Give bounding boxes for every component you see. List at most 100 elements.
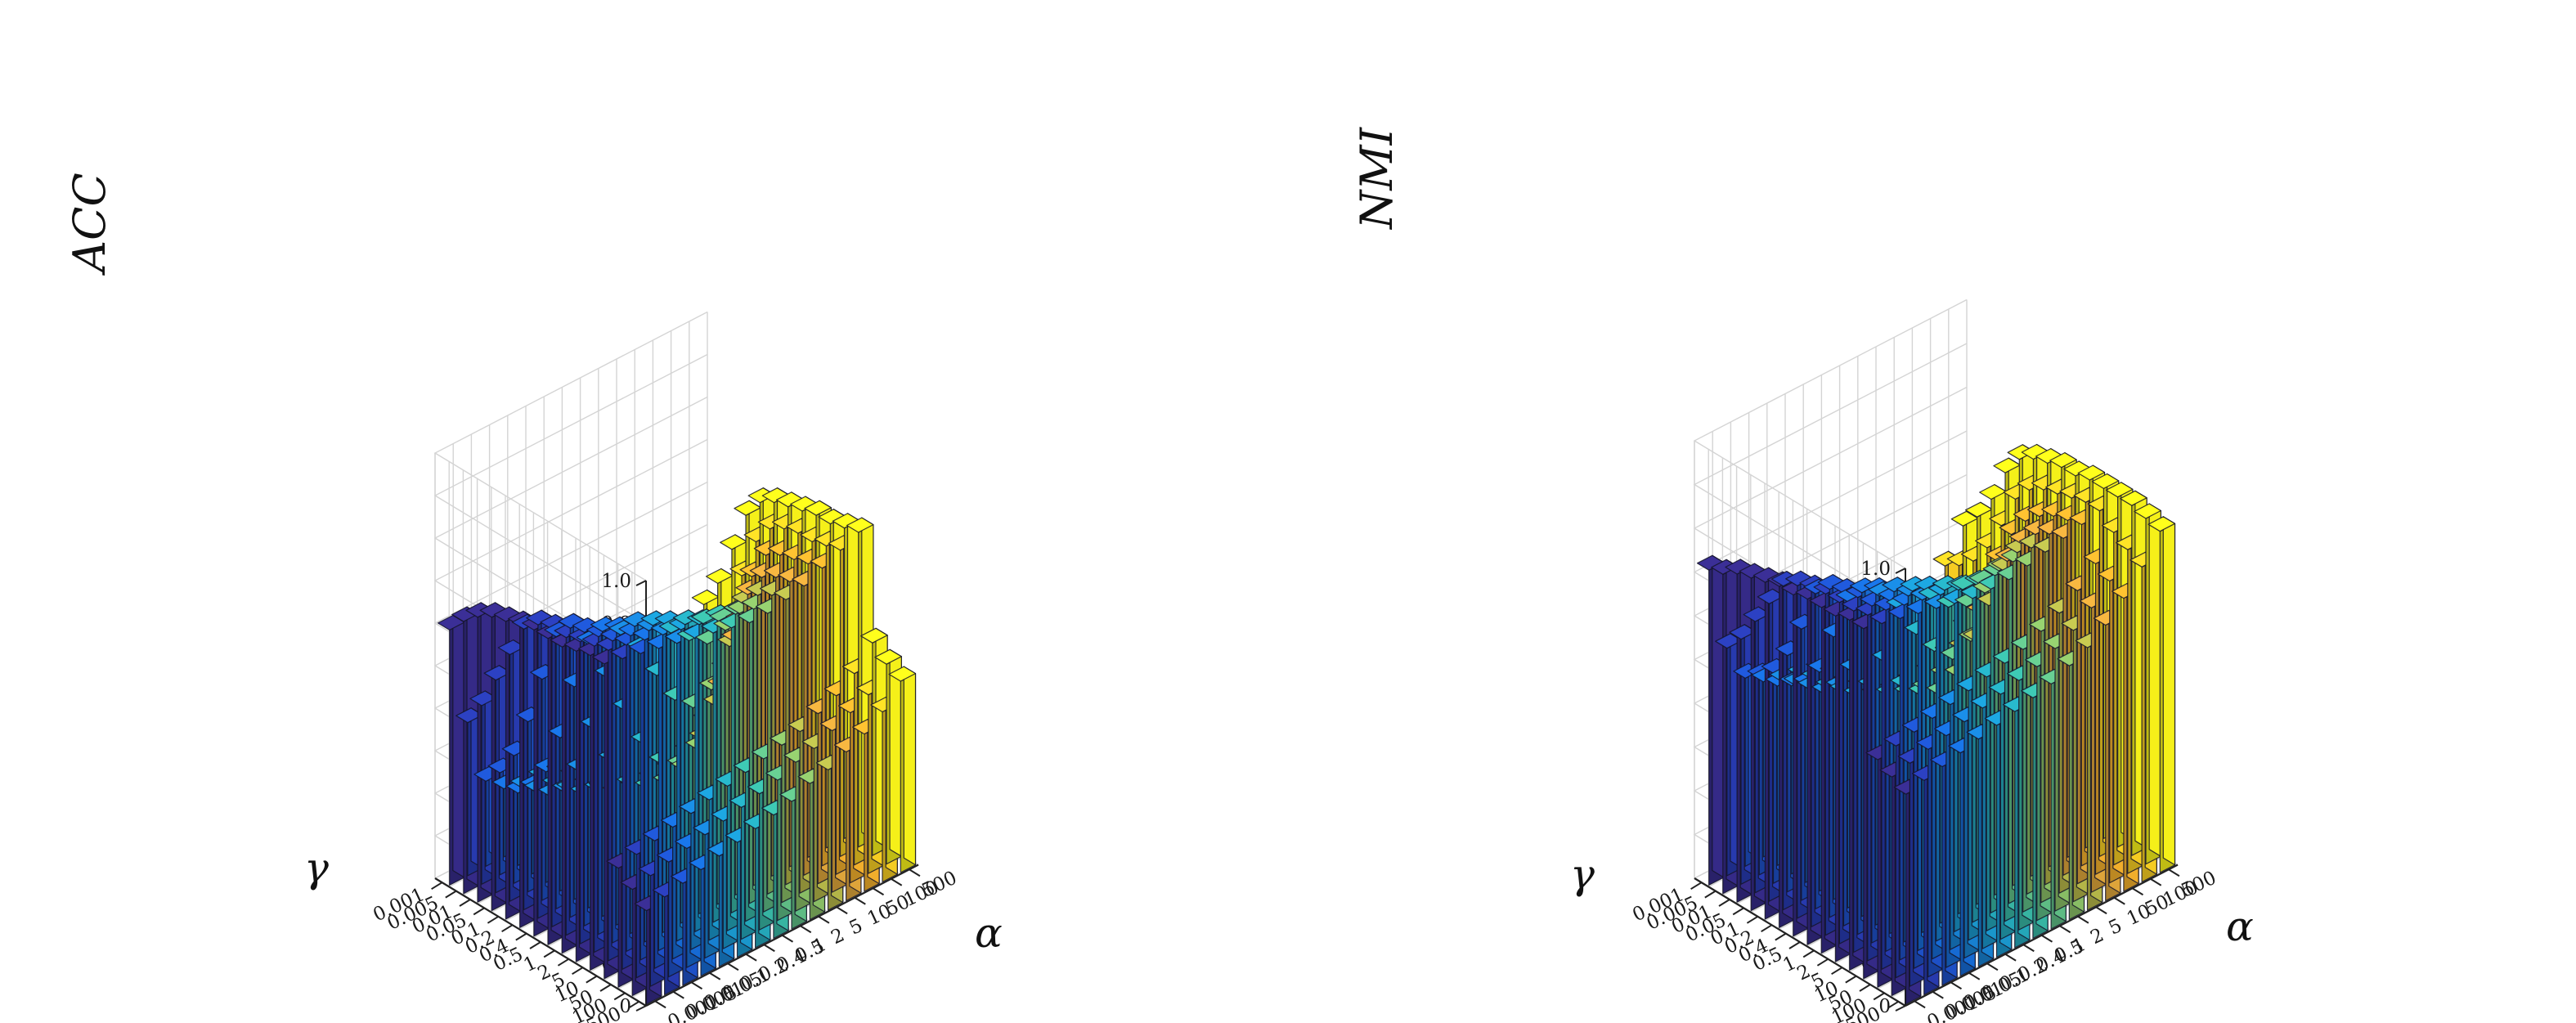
gamma-tick-mark xyxy=(1788,941,1801,949)
alpha-tick-mark xyxy=(2150,877,2162,886)
bar-500-0.005 xyxy=(2134,503,2161,865)
alpha-tick-mark xyxy=(872,887,885,896)
z-tick-label: 1.0 xyxy=(1860,559,1891,580)
z-tick-label: 0 xyxy=(1878,996,1891,1017)
bar-top-face xyxy=(691,589,720,606)
alpha-tick-mark xyxy=(2004,953,2017,962)
gamma-tick-mark xyxy=(613,992,626,1001)
alpha-tick-mark xyxy=(909,868,921,877)
gamma-tick-mark xyxy=(501,924,514,933)
bar-500-0.005 xyxy=(874,648,902,865)
alpha-tick-mark xyxy=(654,1000,666,1009)
gamma-tick-mark xyxy=(1816,958,1829,967)
gamma-tick-mark xyxy=(586,975,598,984)
z-axis-label: ACC xyxy=(64,173,115,276)
alpha-tick-mark xyxy=(763,944,775,953)
alpha-tick-mark xyxy=(1950,981,1963,990)
z-tick-mark xyxy=(635,580,647,586)
bar-top-face xyxy=(720,534,747,550)
alpha-tick-mark xyxy=(1914,1000,1926,1009)
gamma-tick-mark xyxy=(1887,1000,1899,1009)
bar-0.001-500 xyxy=(437,614,465,886)
alpha-tick-label: 5 xyxy=(846,915,866,940)
bar-side-face xyxy=(452,614,465,878)
gamma-tick-mark xyxy=(431,882,443,891)
alpha-tick-mark xyxy=(2168,868,2180,877)
alpha-tick-mark xyxy=(2113,896,2125,905)
gamma-tick-mark xyxy=(1732,907,1744,916)
bar-top-face xyxy=(874,648,902,665)
alpha-tick-mark xyxy=(854,896,866,905)
gamma-tick-mark xyxy=(1802,949,1815,958)
bar-top-face xyxy=(1993,457,2021,473)
alpha-tick-mark xyxy=(2040,934,2053,943)
gamma-tick-mark xyxy=(1690,882,1703,891)
gamma-tick-mark xyxy=(557,958,569,967)
alpha-tick-mark xyxy=(781,934,794,943)
alpha-tick-mark xyxy=(2022,944,2035,953)
bar-top-face xyxy=(2134,503,2161,519)
bar-top-face xyxy=(888,666,917,682)
alpha-tick-mark xyxy=(2131,887,2144,896)
alpha-tick-mark xyxy=(800,925,812,934)
alpha-tick-mark xyxy=(836,906,848,915)
z-tick-mark xyxy=(635,1005,647,1012)
gamma-tick-mark xyxy=(1859,984,1871,992)
alpha-tick-label: 5 xyxy=(2106,915,2125,940)
bar-top-face xyxy=(2049,451,2077,469)
bar-top-face xyxy=(734,500,761,516)
nmi-chart-panel: 00.10.20.30.40.50.60.70.80.91.00.0010.00… xyxy=(1351,126,2254,1023)
bar-top-face xyxy=(1950,510,1979,527)
gamma-tick-mark xyxy=(1761,924,1773,933)
gamma-tick-mark xyxy=(572,967,584,976)
alpha-tick-mark xyxy=(672,990,684,999)
bar-side-face xyxy=(1712,554,1725,878)
alpha-tick-mark xyxy=(745,953,757,962)
alpha-tick-mark xyxy=(727,962,739,971)
bar-top-face xyxy=(860,627,888,644)
bar-top-face xyxy=(1964,501,1993,518)
bar-top-face xyxy=(2105,482,2134,498)
z-tick-mark xyxy=(1895,568,1906,574)
gamma-tick-mark xyxy=(1873,992,1885,1001)
gamma-tick-mark xyxy=(1831,967,1843,976)
bar-top-face xyxy=(1979,483,2007,500)
alpha-tick-mark xyxy=(1932,990,1944,999)
alpha-tick-mark xyxy=(2095,906,2107,915)
alpha-axis: 0.0010.0050.010.050.10.20.40.51251050100… xyxy=(1905,864,2219,1023)
gamma-tick-mark xyxy=(627,1000,640,1009)
gamma-tick-mark xyxy=(1718,899,1730,907)
bar-top-face xyxy=(2120,490,2147,506)
gamma-tick-mark xyxy=(515,932,527,941)
gamma-tick-mark xyxy=(1746,915,1758,924)
bar-500-0.001 xyxy=(2147,516,2176,873)
bar-500-0.001 xyxy=(888,666,917,873)
alpha-tick-label: 2 xyxy=(2087,924,2107,949)
z-tick-label: 0 xyxy=(619,996,631,1017)
alpha-tick-mark xyxy=(1968,971,1981,980)
bar-top-face xyxy=(2147,516,2176,532)
gamma-tick-mark xyxy=(1845,975,1857,984)
acc-chart-panel: 00.10.20.30.40.50.60.70.80.91.00.0010.00… xyxy=(64,173,1003,1023)
alpha-tick-mark xyxy=(2077,915,2089,924)
gamma-tick-mark xyxy=(529,941,541,949)
bar-top-face xyxy=(2077,464,2106,481)
z-tick-label: 1.0 xyxy=(601,571,631,592)
gamma-tick-mark xyxy=(599,984,612,992)
gamma-tick-mark xyxy=(1775,932,1787,941)
bar-side-face xyxy=(2162,516,2176,866)
z-tick-mark xyxy=(1895,1005,1906,1012)
bar-top-face xyxy=(705,568,734,585)
bar-side-face xyxy=(2148,503,2161,857)
bar-top-face xyxy=(804,500,832,516)
gamma-tick-mark xyxy=(1704,890,1717,899)
bar-side-face xyxy=(903,666,917,866)
gamma-tick-mark xyxy=(543,949,555,958)
alpha-tick-mark xyxy=(690,981,703,990)
alpha-tick-mark xyxy=(709,971,721,980)
bars xyxy=(437,487,917,1005)
gamma-axis-label: γ xyxy=(1570,850,1595,898)
gamma-tick-mark xyxy=(445,890,457,899)
z-axis-label: NMI xyxy=(1351,126,1402,231)
